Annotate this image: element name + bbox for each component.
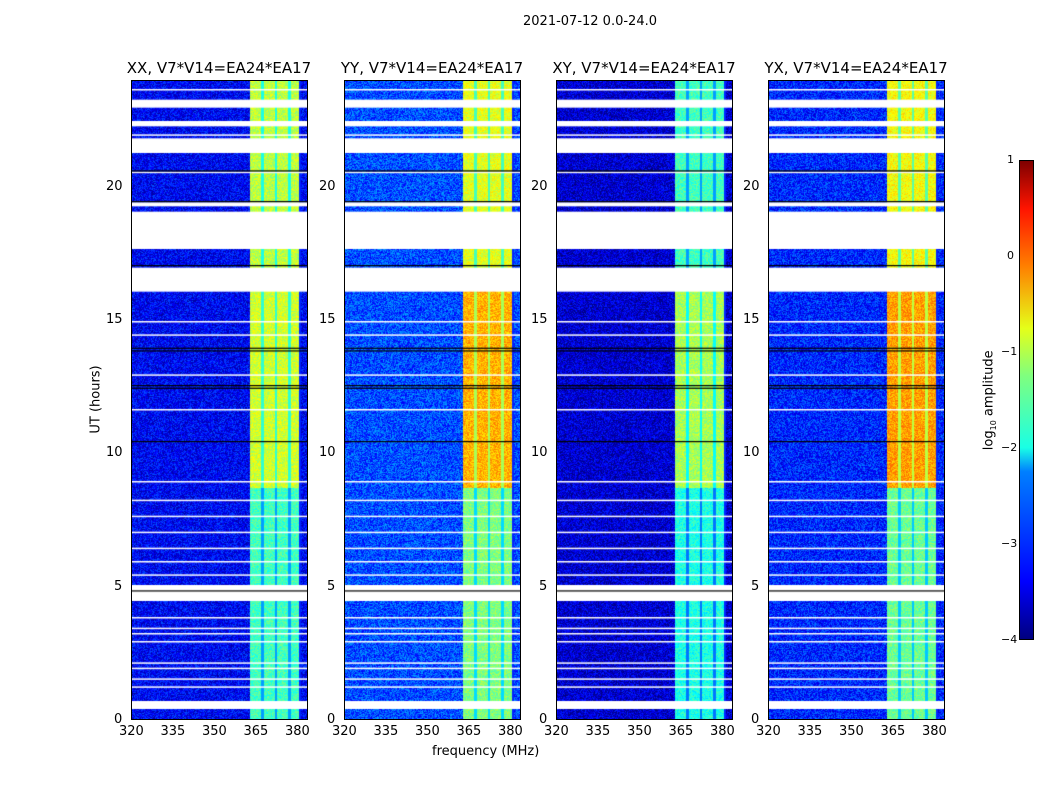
panel-title: XX, V7*V14=EA24*EA17 (126, 59, 312, 77)
x-tick-label: 335 (585, 724, 611, 739)
y-tick-label: 5 (751, 578, 760, 594)
x-tick-label: 380 (497, 724, 523, 739)
y-tick-label: 15 (531, 312, 548, 327)
panel-title: YY, V7*V14=EA24*EA17 (340, 59, 524, 77)
spectrogram-panel (344, 80, 521, 720)
heatmap-image (769, 81, 944, 719)
colorbar-tick-label: −4 (1001, 633, 1018, 646)
y-tick-label: 10 (531, 445, 548, 461)
y-tick-label: 10 (319, 445, 336, 461)
x-axis-label: frequency (MHz) (432, 744, 540, 759)
y-tick-label: 10 (743, 445, 760, 461)
x-tick-label: 365 (880, 724, 906, 739)
colorbar (1019, 160, 1034, 640)
spectrogram-panel (131, 80, 308, 720)
x-tick-label: 350 (414, 724, 440, 739)
x-tick-label: 380 (709, 724, 735, 739)
heatmap-image (345, 81, 520, 719)
x-tick-label: 350 (626, 724, 652, 739)
y-tick-label: 15 (106, 312, 123, 327)
x-tick-label: 320 (119, 724, 144, 739)
y-tick-label: 0 (751, 712, 760, 727)
colorbar-tick-label: 0 (1007, 249, 1014, 262)
spectrogram-panel (768, 80, 945, 720)
heatmap-image (132, 81, 307, 719)
y-tick-label: 20 (319, 178, 336, 194)
y-tick-label: 0 (114, 712, 123, 727)
y-tick-label: 15 (743, 312, 760, 327)
y-tick-label: 0 (327, 712, 336, 727)
x-tick-label: 350 (838, 724, 864, 739)
colorbar-tick-label: −1 (1001, 345, 1018, 358)
figure-title: 2021-07-12 0.0-24.0 (523, 14, 657, 29)
y-tick-label: 5 (114, 578, 123, 594)
x-tick-label: 335 (797, 724, 823, 739)
x-tick-label: 320 (756, 724, 781, 739)
y-tick-label: 5 (327, 578, 336, 594)
y-tick-label: 0 (539, 712, 548, 727)
colorbar-tick-label: −2 (1001, 441, 1018, 454)
x-tick-label: 335 (373, 724, 399, 739)
x-tick-label: 380 (284, 724, 310, 739)
y-tick-label: 10 (106, 445, 123, 461)
colorbar-tick-label: −3 (1001, 537, 1018, 550)
y-axis-label: UT (hours) (88, 365, 104, 434)
x-tick-label: 365 (243, 724, 269, 739)
y-tick-label: 5 (539, 578, 548, 594)
x-tick-label: 350 (201, 724, 227, 739)
x-tick-label: 320 (332, 724, 357, 739)
x-tick-label: 380 (921, 724, 947, 739)
colorbar-tick-label: 1 (1007, 153, 1014, 166)
x-tick-label: 335 (160, 724, 186, 739)
panel-title: XY, V7*V14=EA24*EA17 (552, 59, 736, 77)
y-tick-label: 20 (743, 178, 760, 194)
y-tick-label: 15 (319, 312, 336, 327)
heatmap-image (557, 81, 732, 719)
y-tick-label: 20 (106, 178, 123, 194)
x-tick-label: 365 (668, 724, 694, 739)
colorbar-label: log10 amplitude (981, 350, 999, 451)
spectrogram-panel (556, 80, 733, 720)
x-tick-label: 365 (456, 724, 482, 739)
panel-title: YX, V7*V14=EA24*EA17 (764, 59, 948, 77)
x-tick-label: 320 (544, 724, 569, 739)
y-tick-label: 20 (531, 178, 548, 194)
